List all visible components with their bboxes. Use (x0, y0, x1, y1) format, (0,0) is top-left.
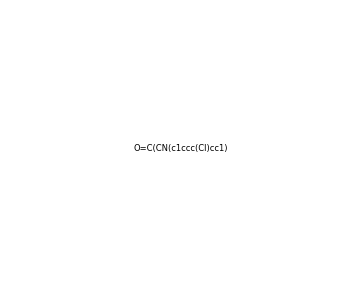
Text: O=C(CN(c1ccc(Cl)cc1): O=C(CN(c1ccc(Cl)cc1) (134, 144, 228, 153)
